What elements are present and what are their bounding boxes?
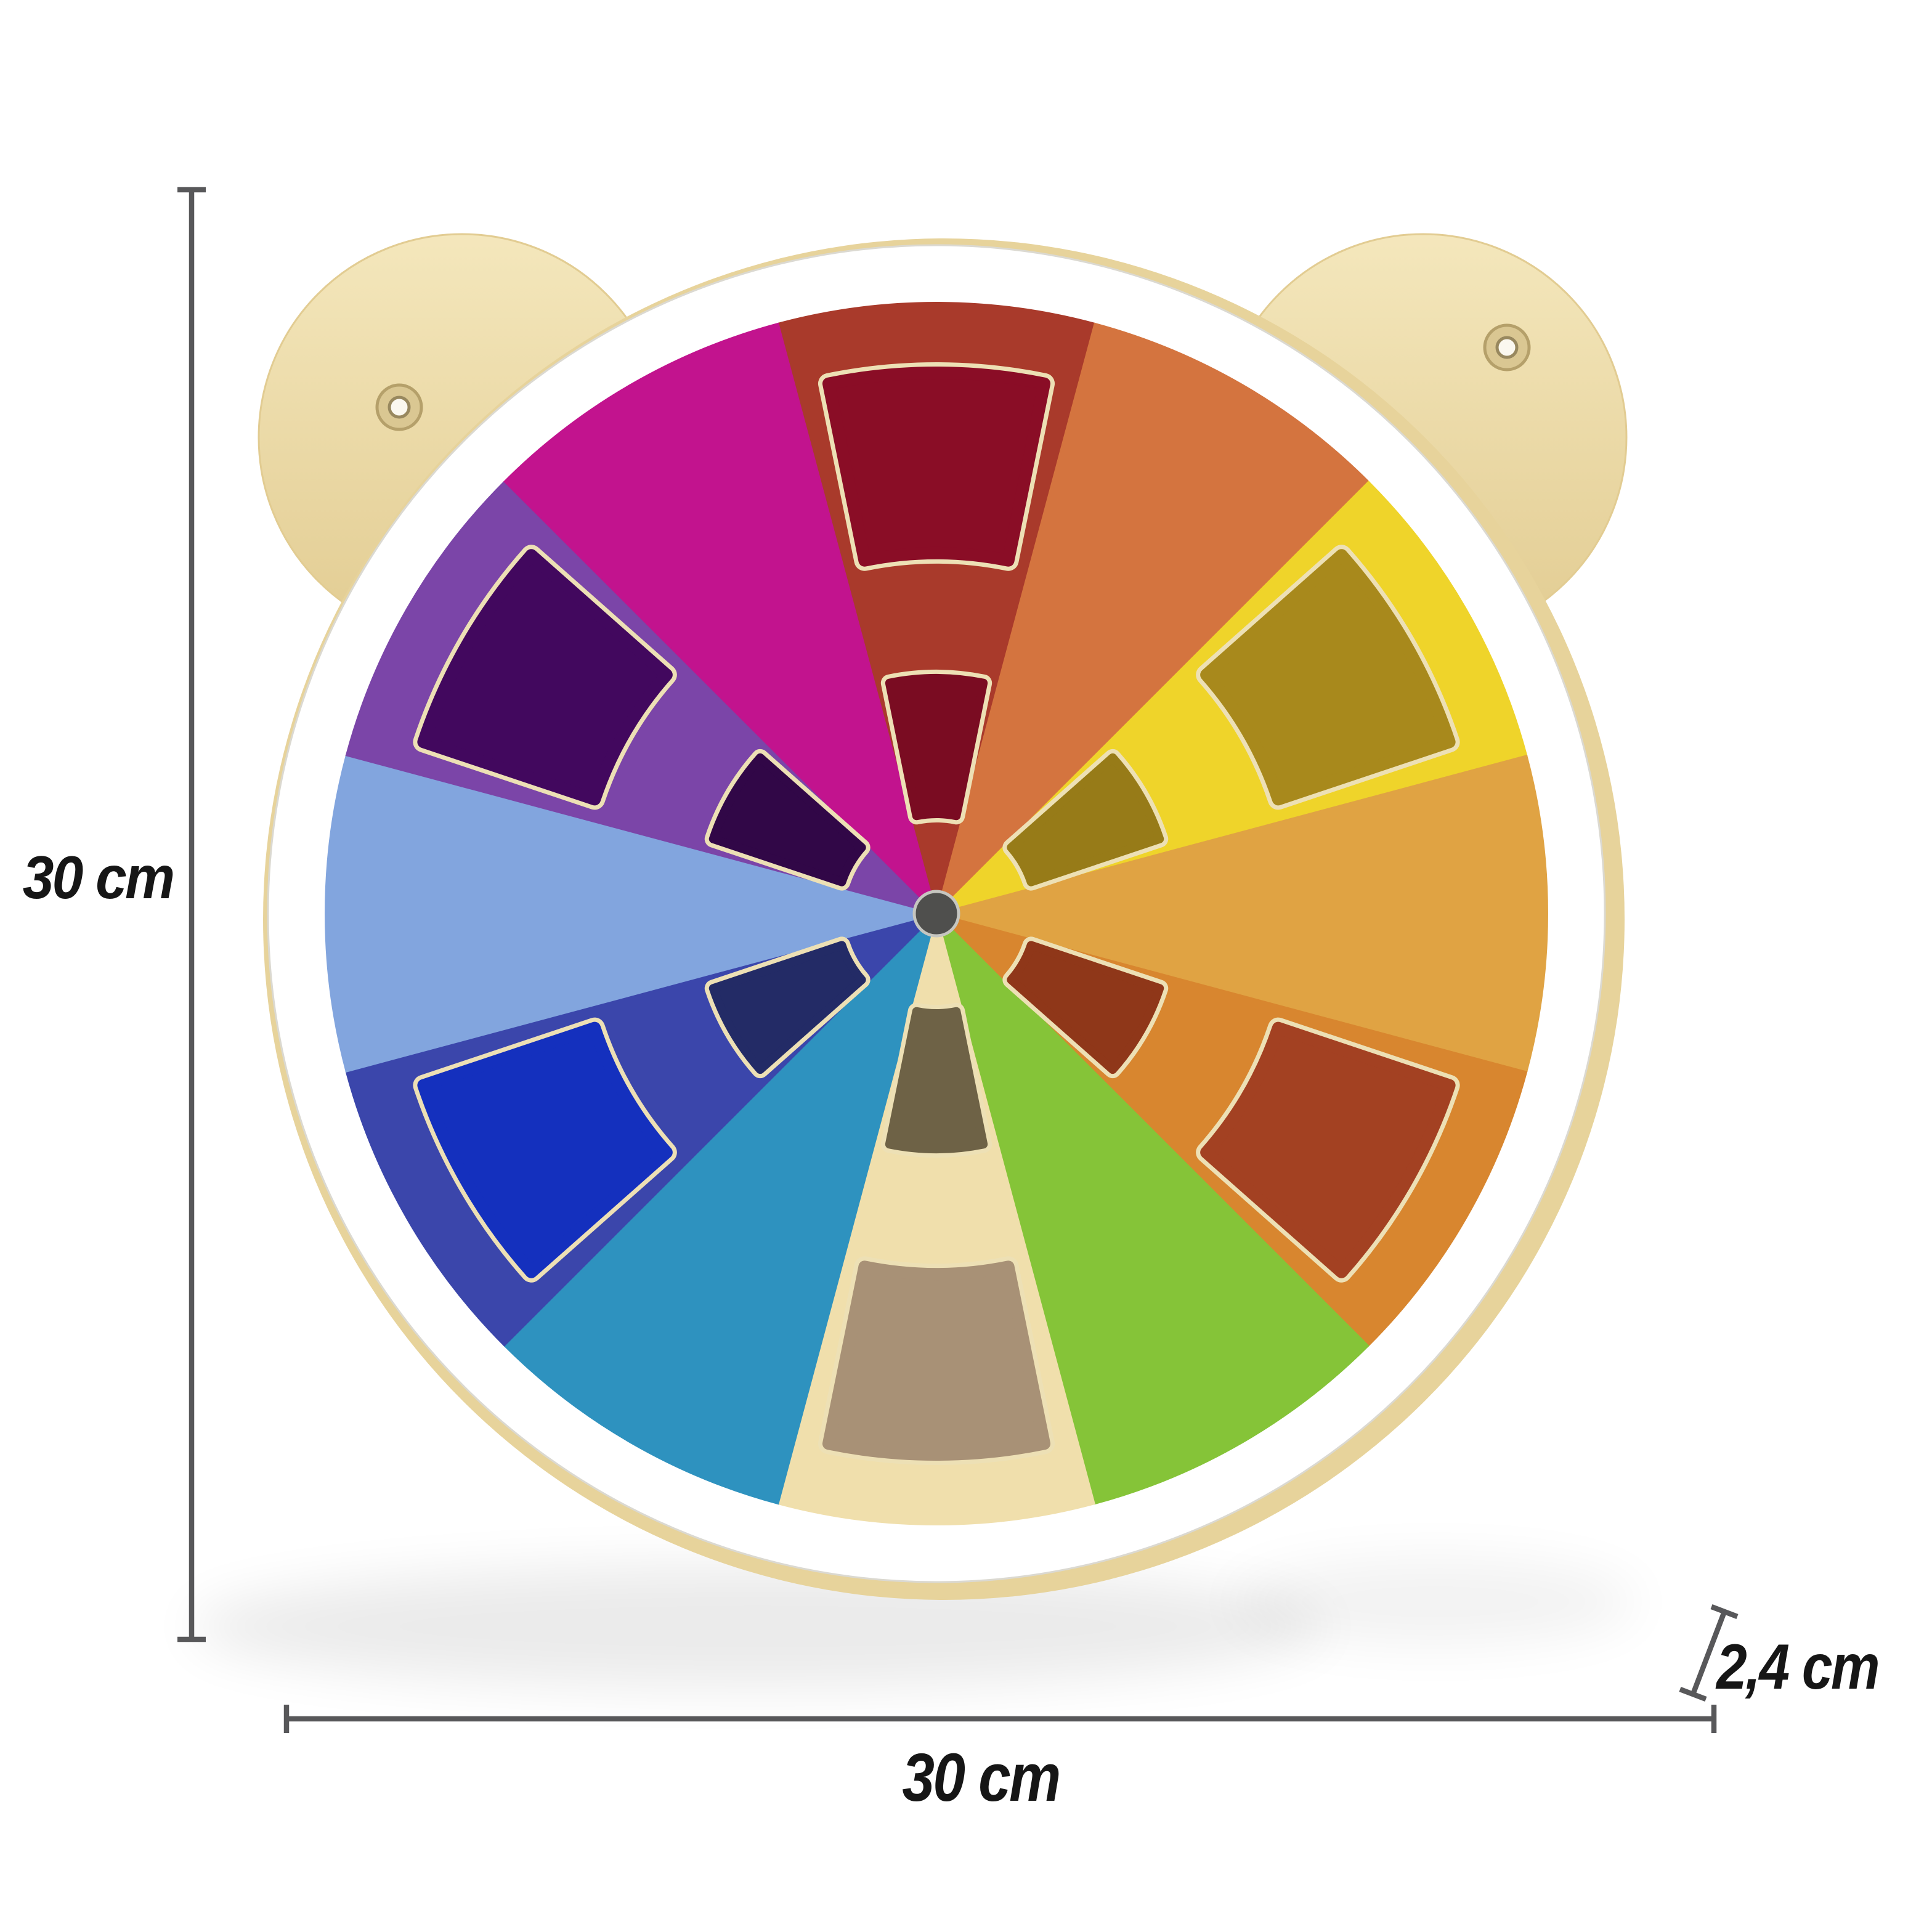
board-shadow-right: [1232, 1559, 1639, 1645]
window-large-royal-blue: [417, 1021, 673, 1278]
window-large-yellow: [1200, 549, 1456, 806]
window-small-royal-blue: [708, 941, 866, 1074]
depth-dimension-line: [1690, 1610, 1727, 1695]
window-small-yellow: [1007, 753, 1164, 887]
sector-magenta: [503, 322, 938, 916]
window-large-purple: [417, 549, 673, 806]
sector-teal: [503, 911, 938, 1505]
window-small-purple: [708, 753, 866, 887]
screw-opening-left: [388, 396, 411, 419]
board-shadow: [191, 1565, 1325, 1688]
hub-pin: [912, 890, 960, 938]
height-dimension-label: 30 cm: [22, 843, 175, 911]
window-small-orange: [1007, 941, 1164, 1074]
depth-line-top-cap: [1710, 1604, 1739, 1619]
screw-hole-right: [1483, 323, 1531, 371]
window-large-orange: [1200, 1021, 1456, 1278]
window-large-natural-wood: [822, 1260, 1051, 1461]
window-small-brick-red: [885, 674, 988, 821]
sector-amber: [934, 755, 1549, 1073]
window-large-brick-red: [822, 367, 1051, 567]
sector-periwinkle: [325, 755, 939, 1073]
sector-lime-green: [935, 911, 1370, 1505]
screw-hole-left: [375, 383, 423, 431]
depth-dimension-label: 2,4 cm: [1716, 1631, 1880, 1703]
dimension-lines: [177, 187, 1739, 1733]
shape-windows: [413, 362, 1460, 1465]
sector-vermillion: [935, 322, 1370, 916]
window-small-natural-wood: [885, 1007, 988, 1153]
width-dimension-label: 30 cm: [902, 1740, 1061, 1816]
depth-line-bottom-cap: [1679, 1687, 1707, 1702]
screw-opening-right: [1495, 336, 1519, 359]
